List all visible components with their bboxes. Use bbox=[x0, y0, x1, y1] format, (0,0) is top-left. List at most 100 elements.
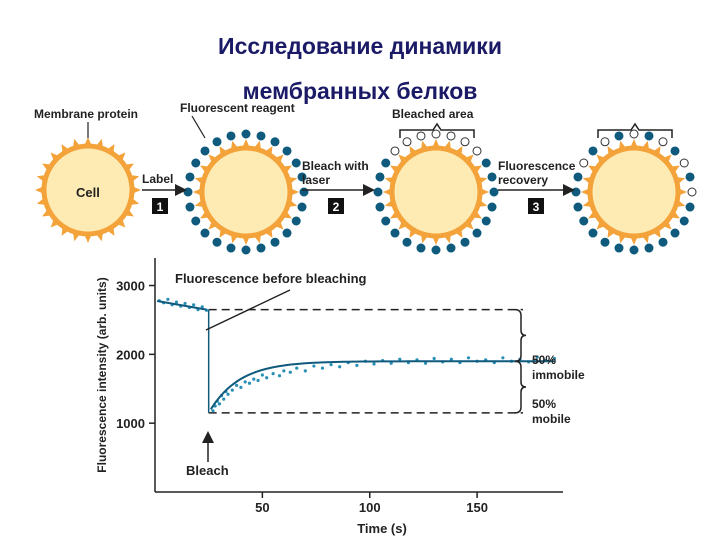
data-point bbox=[535, 355, 539, 359]
fluorescent-label-dot bbox=[375, 172, 385, 182]
fluorescent-label-dot bbox=[297, 202, 307, 212]
immobile-brace bbox=[514, 308, 527, 362]
frap-chart: 1000 2000 3000 50 100 150 Fluorescence inten… bbox=[95, 258, 585, 536]
data-point bbox=[200, 305, 204, 309]
membrane-protein bbox=[390, 165, 398, 172]
y-tick-label: 3000 bbox=[116, 279, 145, 294]
membrane-protein bbox=[97, 138, 103, 147]
data-point bbox=[389, 361, 393, 365]
membrane-protein bbox=[284, 165, 292, 172]
before-bleaching-pointer bbox=[205, 289, 291, 331]
fit-curve bbox=[156, 300, 555, 410]
fluorescent-label-dot bbox=[614, 243, 624, 253]
data-point bbox=[265, 376, 269, 380]
label-fluorescent-reagent: Fluorescent reagent bbox=[180, 101, 295, 115]
membrane-protein bbox=[482, 189, 489, 195]
membrane-protein bbox=[433, 238, 439, 245]
membrane-protein bbox=[582, 177, 591, 183]
fluorescent-label-dot bbox=[373, 187, 383, 197]
bleached-label-dot bbox=[679, 158, 689, 168]
membrane-protein bbox=[118, 220, 126, 228]
membrane-protein bbox=[194, 201, 203, 207]
membrane-protein bbox=[654, 230, 661, 238]
membrane-protein bbox=[664, 222, 672, 230]
data-point bbox=[449, 357, 453, 361]
fluorescent-label-dot bbox=[481, 158, 491, 168]
recovery-area-bracket bbox=[597, 122, 673, 138]
fluorescent-label-dot bbox=[200, 228, 210, 238]
membrane-protein bbox=[131, 175, 140, 181]
fluorescent-label-dot bbox=[390, 228, 400, 238]
fluorescent-label-dot bbox=[487, 172, 497, 182]
membrane-protein bbox=[73, 233, 79, 242]
membrane-protein bbox=[200, 165, 208, 172]
step-2-badge bbox=[328, 198, 344, 214]
membrane-protein bbox=[672, 212, 680, 219]
fluorescent-label-dot bbox=[579, 216, 589, 226]
membrane-protein bbox=[276, 154, 284, 162]
membrane-protein bbox=[255, 140, 261, 149]
data-point bbox=[226, 392, 230, 396]
membrane-protein bbox=[398, 222, 406, 230]
fluorescent-label-dot bbox=[375, 202, 385, 212]
data-point bbox=[183, 301, 187, 306]
fluorescent-label-dot bbox=[588, 146, 598, 156]
step-3-badge bbox=[528, 198, 544, 214]
fluorescent-label-dot bbox=[685, 172, 695, 182]
fluorescent-label-dot bbox=[256, 243, 266, 253]
membrane-protein bbox=[42, 210, 50, 217]
fluorescent-label-dot bbox=[291, 158, 301, 168]
fluorescent-label-dot bbox=[431, 245, 441, 255]
data-point bbox=[230, 388, 234, 392]
membrane-protein bbox=[289, 201, 298, 207]
data-point bbox=[432, 356, 436, 361]
membrane-protein bbox=[581, 189, 588, 195]
membrane-protein bbox=[231, 235, 237, 244]
fluorescent-label-dot bbox=[460, 237, 470, 247]
membrane-protein bbox=[433, 139, 439, 146]
bleached-label-dot bbox=[416, 131, 426, 141]
cell-2 bbox=[183, 129, 309, 255]
cell-membrane bbox=[587, 145, 681, 239]
fluorescent-label-dot bbox=[685, 202, 695, 212]
membrane-protein bbox=[445, 140, 451, 149]
step-2-number: 2 bbox=[333, 200, 340, 214]
membrane-protein bbox=[126, 163, 134, 170]
membrane-protein bbox=[208, 154, 216, 162]
bleached-label-dot bbox=[579, 158, 589, 168]
membrane-protein bbox=[631, 139, 637, 146]
data-point bbox=[166, 297, 170, 301]
fluorescent-label-dot bbox=[241, 245, 251, 255]
data-point bbox=[243, 380, 247, 384]
label-bleached-area: Bleached area bbox=[392, 107, 474, 121]
membrane-protein bbox=[409, 146, 416, 154]
fluorescent-label-dot bbox=[670, 146, 680, 156]
data-point bbox=[303, 369, 307, 373]
membrane-protein bbox=[134, 187, 141, 193]
y-axis-label: Fluorescence intensity (arb. units) bbox=[95, 277, 109, 472]
bleached-label-dot bbox=[460, 137, 470, 147]
fluorescent-label-dot bbox=[297, 172, 307, 182]
membrane-protein bbox=[73, 138, 79, 147]
fluorescent-label-dot bbox=[487, 202, 497, 212]
fluorescent-label-dot bbox=[212, 237, 222, 247]
cell-membrane bbox=[199, 145, 293, 239]
bleached-area-bracket bbox=[399, 122, 475, 138]
label-bleach-line1: Bleach with bbox=[302, 159, 369, 173]
step-3-number: 3 bbox=[533, 200, 540, 214]
membrane-protein bbox=[36, 199, 45, 205]
membrane-protein bbox=[456, 146, 463, 154]
cell-membrane bbox=[389, 145, 483, 239]
mobile-label: mobile bbox=[532, 412, 571, 426]
membrane-protein bbox=[231, 140, 237, 149]
membrane-protein bbox=[36, 175, 45, 181]
fluorescent-label-dot bbox=[185, 172, 195, 182]
fluorescent-label-dot bbox=[282, 146, 292, 156]
membrane-protein bbox=[243, 238, 249, 245]
fluorescent-label-dot bbox=[183, 187, 193, 197]
membrane-protein bbox=[672, 165, 680, 172]
mobile-percent: 50% bbox=[532, 397, 556, 411]
fluorescent-label-dot bbox=[191, 158, 201, 168]
membrane-protein bbox=[643, 235, 649, 244]
